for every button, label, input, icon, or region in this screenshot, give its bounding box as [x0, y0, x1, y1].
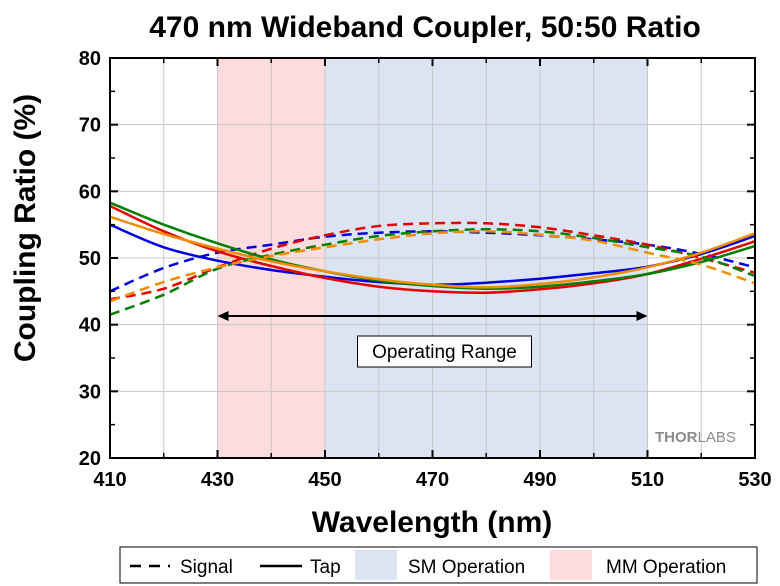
legend: Signal Tap SM Operation MM Operation: [119, 546, 758, 584]
operating-range-annotation: Operating Range: [217, 311, 648, 368]
legend-swatch-mm: [550, 550, 592, 580]
x-tick-label: 430: [201, 469, 234, 491]
series-line-5-dashed: [109, 228, 756, 316]
y-tick-label: 70: [79, 115, 101, 137]
grid-lines: [110, 58, 755, 458]
x-tick-label: 510: [631, 469, 664, 491]
y-axis-label: Coupling Ratio (%): [9, 94, 42, 362]
x-tick-label: 410: [93, 469, 126, 491]
svg-text:THORLABS: THORLABS: [655, 429, 736, 446]
x-tick-label: 530: [738, 469, 771, 491]
watermark-part1: THOR: [655, 429, 698, 446]
y-tick-label: 60: [79, 181, 101, 203]
legend-label-sm: SM Operation: [408, 557, 525, 578]
range-arrow-head-left: [217, 311, 229, 321]
y-tick-label: 30: [79, 381, 101, 403]
y-tick-label: 20: [79, 448, 101, 470]
legend-box: [119, 546, 758, 584]
x-tick-label: 470: [416, 469, 449, 491]
series-line-7-dashed: [109, 230, 756, 303]
legend-swatch-sm: [355, 550, 397, 580]
y-tick-label: 80: [79, 48, 101, 70]
annotation-label: Operating Range: [372, 342, 517, 363]
y-tick-label: 50: [79, 248, 101, 270]
series-line-6-solid: [109, 201, 756, 290]
plot-series: [109, 201, 756, 316]
annotation-box: [357, 335, 532, 368]
legend-label-mm: MM Operation: [606, 557, 726, 578]
x-tick-label: 490: [523, 469, 556, 491]
axis-ticks: 410 430 450 470 490 510 530 20 30 40 50 60 70 80: [79, 48, 772, 491]
legend-label-tap: Tap: [310, 557, 341, 578]
y-tick-label: 40: [79, 315, 101, 337]
range-arrow-head-right: [636, 311, 648, 321]
x-tick-label: 450: [308, 469, 341, 491]
legend-label-signal: Signal: [180, 557, 233, 578]
series-line-8-solid: [109, 215, 756, 289]
chart-title: 470 nm Wideband Coupler, 50:50 Ratio: [149, 11, 701, 44]
thorlabs-watermark: THORLABS: [655, 429, 736, 446]
watermark-part2: LABS: [698, 429, 736, 446]
x-axis-label: Wavelength (nm): [312, 506, 553, 539]
